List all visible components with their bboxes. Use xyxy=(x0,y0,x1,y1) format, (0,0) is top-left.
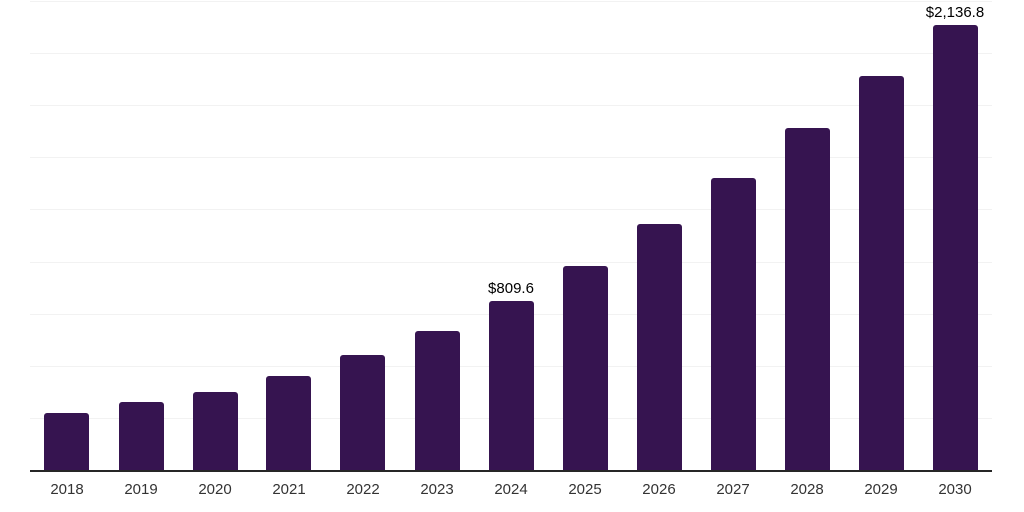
x-tick-label: 2029 xyxy=(864,481,898,498)
gridline xyxy=(30,209,992,211)
x-tick-label: 2019 xyxy=(124,481,158,498)
bar xyxy=(488,301,534,470)
x-axis-tick-labels: 2018 2019 2020 2021 2022 2023 2024 2025 2026 2027… xyxy=(30,481,992,507)
gridline xyxy=(30,261,992,263)
x-tick-label: 2027 xyxy=(716,481,750,498)
bar-value-label: $809.6 xyxy=(488,280,534,298)
bar xyxy=(636,224,682,470)
bar xyxy=(932,24,978,470)
x-tick-label: 2023 xyxy=(420,481,454,498)
x-tick-label: 2030 xyxy=(938,481,972,498)
bar xyxy=(858,76,904,470)
bar xyxy=(710,178,756,470)
x-tick-label: 2022 xyxy=(346,481,380,498)
x-tick-label: 2024 xyxy=(494,481,528,498)
bar xyxy=(192,392,238,470)
x-axis-line xyxy=(30,470,992,472)
bar xyxy=(118,402,164,470)
gridline xyxy=(30,105,992,107)
bar xyxy=(784,128,830,470)
bar xyxy=(44,413,90,470)
gridline xyxy=(30,157,992,159)
gridline xyxy=(30,1,992,2)
x-tick-label: 2028 xyxy=(790,481,824,498)
plot-area: $809.6 $2,136.8 xyxy=(30,1,992,472)
x-tick-label: 2021 xyxy=(272,481,306,498)
gridline xyxy=(30,53,992,55)
bar xyxy=(266,376,312,470)
x-tick-label: 2020 xyxy=(198,481,232,498)
x-tick-label: 2025 xyxy=(568,481,602,498)
bar-value-label: $2,136.8 xyxy=(925,3,985,21)
bar xyxy=(340,354,386,470)
bar xyxy=(414,331,460,470)
x-tick-label: 2026 xyxy=(642,481,676,498)
x-tick-label: 2018 xyxy=(50,481,84,498)
bar xyxy=(562,266,608,470)
